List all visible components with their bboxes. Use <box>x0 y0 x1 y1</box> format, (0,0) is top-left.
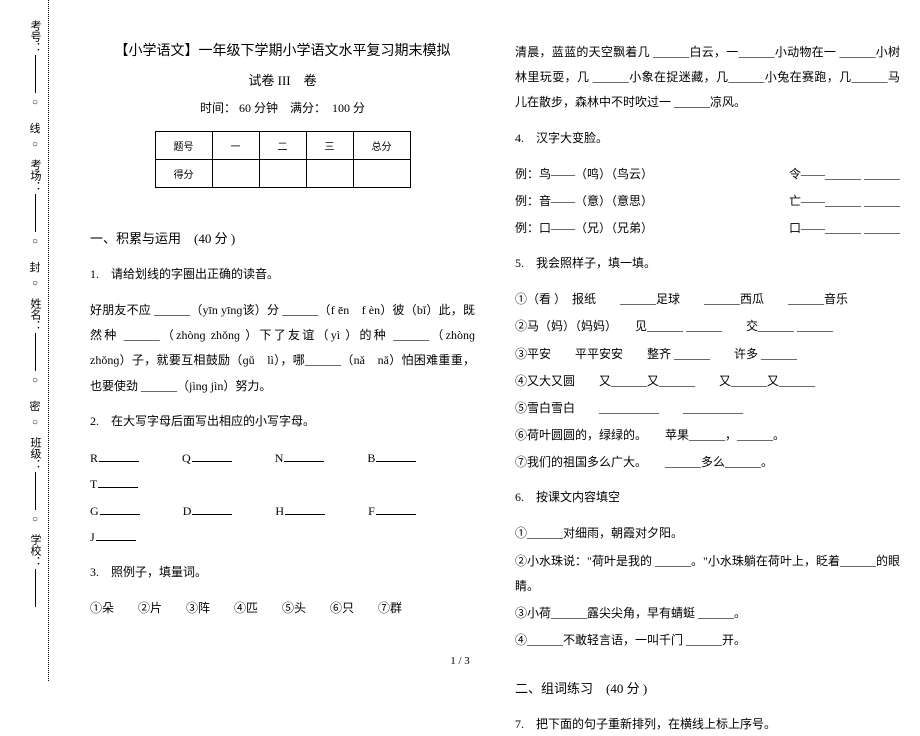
td <box>259 160 306 188</box>
table-row: 得分 <box>155 160 410 188</box>
dot-sep: ○ <box>30 278 41 298</box>
td <box>212 160 259 188</box>
q5-line: ③平安 平平安安 整齐 ______ 许多 ______ <box>515 342 900 367</box>
q4-line: 例：音——（意）（意思） 亡——______ ______ <box>515 189 900 214</box>
dot-sep: ○ <box>30 139 41 159</box>
q7-label: 7. 把下面的句子重新排列，在横线上标上序号。 <box>515 712 900 736</box>
th: 总分 <box>353 132 410 160</box>
q4-label: 4. 汉字大变脸。 <box>515 126 900 150</box>
q1-body: 好朋友不应 ______（yīn yīnɡ该）分 ______（f ēn f è… <box>90 298 475 399</box>
right-column: 清晨，蓝蓝的天空飘着几 ______白云，一______小动物在一 ______… <box>515 40 900 661</box>
dot-sep: ○ <box>30 514 41 534</box>
q5-line: ⑤雪白雪白 __________ __________ <box>515 396 900 421</box>
q3-label: 3. 照例子，填量词。 <box>90 560 475 584</box>
td <box>353 160 410 188</box>
th: 一 <box>212 132 259 160</box>
th: 题号 <box>155 132 212 160</box>
q4-line: 例：口——（兄）（兄弟） 口——______ ______ <box>515 216 900 241</box>
binding-field-examnum: 考号： <box>27 20 43 93</box>
q2-row: G D H F <box>90 498 475 524</box>
q4-left: 例：口——（兄）（兄弟） <box>515 216 653 241</box>
dot-sep: ○ <box>30 236 41 256</box>
q6-line: ②小水珠说："荷叶是我的 ______。"小水珠躺在荷叶上，眨着______的眼… <box>515 549 900 599</box>
binding-dotted-line <box>48 0 49 681</box>
q2-row: R Q N B <box>90 445 475 471</box>
binding-field-room: 考场： <box>27 159 43 232</box>
score-table: 题号 一 二 三 总分 得分 <box>155 131 411 188</box>
binding-margin: 考号： ○ 线 ○ 考场： ○ 封 ○ 姓名： ○ 密 ○ 班级： ○ 学校： <box>0 0 70 681</box>
dot-sep: ○ <box>30 97 41 117</box>
q4-left: 例：鸟——（鸣）（鸟云） <box>515 162 653 187</box>
dot-sep: ○ <box>30 375 41 395</box>
q4-right: 令——______ ______ <box>789 162 900 187</box>
q6-label: 6. 按课文内容填空 <box>515 485 900 509</box>
q6-line: ①______对细雨，朝霞对夕阳。 <box>515 521 900 546</box>
exam-title: 【小学语文】一年级下学期小学语文水平复习期末模拟 <box>90 40 475 60</box>
table-header-row: 题号 一 二 三 总分 <box>155 132 410 160</box>
q5-line: ①（看 ） 报纸 ______足球 ______西瓜 ______音乐 <box>515 287 900 312</box>
td: 得分 <box>155 160 212 188</box>
seal-char: 密 <box>30 398 41 414</box>
q1-label: 1. 请给划线的字圈出正确的读音。 <box>90 262 475 286</box>
td <box>306 160 353 188</box>
th: 二 <box>259 132 306 160</box>
left-column: 【小学语文】一年级下学期小学语文水平复习期末模拟 试卷 III 卷 时间： 60… <box>90 40 475 661</box>
seal-char: 线 <box>30 120 41 136</box>
binding-field-name: 姓名： <box>27 298 43 371</box>
q2-label: 2. 在大写字母后面写出相应的小写字母。 <box>90 409 475 433</box>
q3-items: ①朵 ②片 ③阵 ④匹 ⑤头 ⑥只 ⑦群 <box>90 596 475 621</box>
binding-field-school: 学校： <box>27 534 43 607</box>
q4-line: 例：鸟——（鸣）（鸟云） 令——______ ______ <box>515 162 900 187</box>
exam-subtitle: 试卷 III 卷 <box>90 70 475 89</box>
binding-field-class: 班级： <box>27 437 43 510</box>
content: 【小学语文】一年级下学期小学语文水平复习期末模拟 试卷 III 卷 时间： 60… <box>70 0 920 681</box>
time-info: 时间： 60 分钟 满分： 100 分 <box>90 99 475 116</box>
q2-row: T <box>90 471 475 497</box>
q5-line: ⑥荷叶圆圆的，绿绿的。 苹果______，______。 <box>515 423 900 448</box>
q6-line: ③小荷______露尖尖角，早有蜻蜓 ______。 <box>515 601 900 626</box>
seal-char: 封 <box>30 259 41 275</box>
section1-heading: 一、积累与运用 (40 分 ) <box>90 228 475 247</box>
q5-line: ④又大又圆 又______又______ 又______又______ <box>515 369 900 394</box>
q2-row: J <box>90 524 475 550</box>
q5-label: 5. 我会照样子，填一填。 <box>515 251 900 275</box>
q4-right: 口——______ ______ <box>789 216 900 241</box>
page-number: 1 / 3 <box>450 655 470 667</box>
q4-left: 例：音——（意）（意思） <box>515 189 653 214</box>
section2-heading: 二、组词练习 (40 分 ) <box>515 678 900 697</box>
q3-body: 清晨，蓝蓝的天空飘着几 ______白云，一______小动物在一 ______… <box>515 40 900 116</box>
dot-sep: ○ <box>30 417 41 437</box>
q6-line: ④______不敢轻言语，一叫千门 ______开。 <box>515 628 900 653</box>
q4-right: 亡——______ ______ <box>789 189 900 214</box>
th: 三 <box>306 132 353 160</box>
q5-line: ⑦我们的祖国多么广大。 ______多么______。 <box>515 450 900 475</box>
q5-line: ②马（妈）（妈妈） 见______ ______ 交______ ______ <box>515 314 900 339</box>
